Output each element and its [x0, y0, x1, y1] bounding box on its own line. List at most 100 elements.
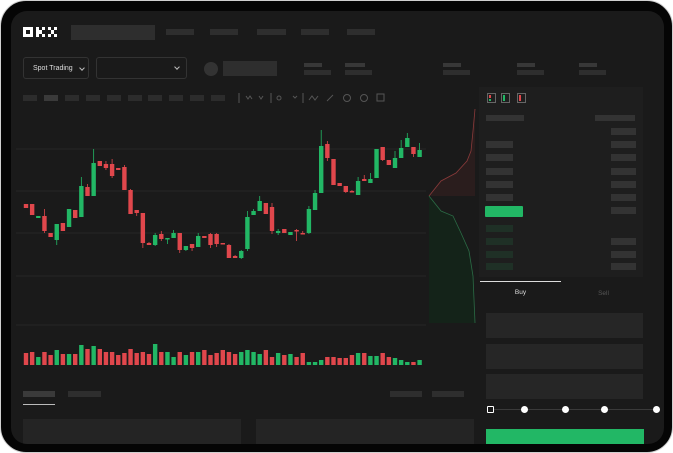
price-input[interactable] [486, 313, 643, 338]
assets-panel [256, 419, 474, 444]
volume-bar [171, 357, 176, 365]
candle [152, 235, 158, 245]
bid-price[interactable] [486, 263, 513, 270]
nav-item[interactable] [301, 29, 329, 35]
timeframe-button[interactable] [86, 95, 100, 101]
candle [171, 233, 176, 238]
bid-amount[interactable] [611, 251, 636, 258]
ask-price[interactable] [486, 181, 513, 188]
volume-bar [275, 353, 281, 365]
volume-bar [214, 353, 219, 365]
bid-price[interactable] [486, 251, 513, 258]
timeframe-button[interactable] [107, 95, 121, 101]
order-book-view-toggles[interactable] [487, 93, 537, 103]
tab-order-history[interactable] [68, 391, 101, 397]
slider-stop-75[interactable] [601, 406, 608, 413]
volume-bar [239, 352, 244, 365]
candlestick-chart[interactable] [11, 11, 664, 444]
tab-indicator [23, 404, 55, 405]
ask-price[interactable] [486, 168, 513, 175]
buy-button[interactable] [486, 429, 644, 444]
stat-label [345, 63, 365, 67]
volume-bar [362, 353, 367, 365]
candle [66, 209, 72, 227]
orders-panel [23, 419, 241, 444]
volume-bar [331, 357, 336, 365]
candle [79, 186, 84, 217]
volume-bar [380, 353, 385, 365]
spot-trading-dropdown[interactable]: Spot Trading [23, 57, 89, 79]
nav-item[interactable] [257, 29, 286, 35]
volume-bar [146, 354, 152, 365]
filter-button[interactable] [432, 391, 464, 397]
ask-amount[interactable] [611, 194, 636, 201]
volume-bar [245, 350, 250, 365]
ask-amount[interactable] [611, 141, 636, 148]
tab-open-orders[interactable] [23, 391, 55, 397]
bid-amount[interactable] [611, 263, 636, 270]
stat-value [517, 70, 544, 75]
volume-bar [300, 353, 305, 365]
bid-amount[interactable] [611, 238, 636, 245]
ask-amount[interactable] [611, 154, 636, 161]
stat-value [443, 70, 470, 75]
volume-bar [73, 354, 78, 365]
volume-bar [66, 354, 72, 365]
slider-stop-100[interactable] [653, 406, 660, 413]
ask-price[interactable] [486, 194, 513, 201]
slider-stop-25[interactable] [521, 406, 528, 413]
nav-item[interactable] [166, 29, 194, 35]
line-tool-icon [308, 95, 319, 101]
ask-amount[interactable] [611, 207, 636, 214]
slider-track[interactable] [491, 409, 659, 410]
timeframe-button[interactable] [169, 95, 183, 101]
candle [269, 207, 275, 231]
slider-stop-50[interactable] [562, 406, 569, 413]
bid-price[interactable] [486, 225, 513, 232]
pair-name [223, 61, 277, 76]
filter-button[interactable] [390, 391, 422, 397]
candle [263, 203, 269, 214]
ask-price[interactable] [486, 141, 513, 148]
volume-bar [85, 349, 90, 365]
volume-bar [116, 355, 121, 365]
nav-item[interactable] [347, 29, 375, 35]
pair-select[interactable] [96, 57, 187, 79]
candle [23, 204, 29, 208]
volume-bar [282, 355, 287, 365]
candle [362, 179, 367, 181]
volume-bar [417, 360, 422, 365]
ask-amount[interactable] [611, 168, 636, 175]
tab-buy[interactable]: Buy [514, 289, 527, 296]
search-bar[interactable] [71, 25, 155, 40]
timeframe-button[interactable] [211, 95, 225, 101]
volume-bar [79, 345, 84, 365]
candle [116, 168, 121, 170]
timeframe-button[interactable] [148, 95, 162, 101]
timeframe-button[interactable] [128, 95, 142, 101]
candle [257, 201, 262, 211]
timeframe-button[interactable] [65, 95, 79, 101]
candle [214, 234, 219, 244]
coin-avatar [204, 62, 218, 76]
amount-input[interactable] [486, 344, 643, 369]
candle [122, 167, 127, 190]
ask-price[interactable] [486, 154, 513, 161]
candle [85, 187, 90, 196]
chart-tools[interactable] [231, 91, 391, 105]
candle [60, 223, 66, 231]
nav-item[interactable] [210, 29, 238, 35]
tab-sell[interactable]: Sell [598, 290, 609, 297]
bid-price[interactable] [486, 238, 513, 245]
ask-amount[interactable] [611, 128, 636, 135]
timeframe-button[interactable] [23, 95, 37, 101]
total-input[interactable] [486, 374, 643, 399]
candle [294, 230, 299, 232]
volume-bar [183, 355, 189, 365]
candle [245, 217, 250, 249]
volume-bar [36, 357, 41, 365]
slider-handle[interactable] [487, 406, 494, 413]
timeframe-button[interactable] [44, 95, 58, 101]
timeframe-button[interactable] [190, 95, 204, 101]
ask-amount[interactable] [611, 181, 636, 188]
